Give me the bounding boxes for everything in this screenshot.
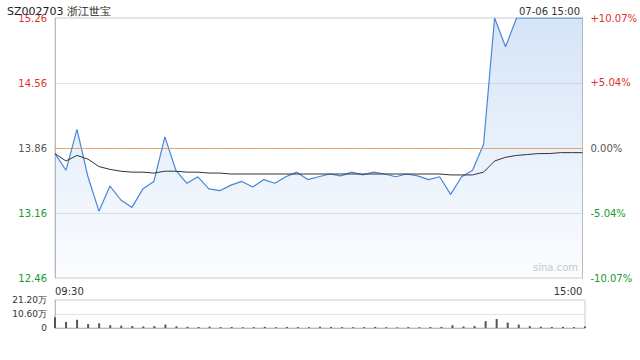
svg-text:14.56: 14.56 [18,78,47,89]
svg-text:+10.07%: +10.07% [590,13,637,24]
svg-text:13.16: 13.16 [18,208,47,219]
svg-text:13.86: 13.86 [18,143,47,154]
svg-text:07-06 15:00: 07-06 15:00 [519,6,580,17]
svg-text:-10.07%: -10.07% [590,273,632,284]
svg-text:10.60万: 10.60万 [12,309,47,319]
svg-text:09:30: 09:30 [55,286,84,297]
svg-text:15:00: 15:00 [554,286,583,297]
svg-text:21.20万: 21.20万 [12,295,47,305]
svg-text:15.26: 15.26 [18,12,47,24]
svg-text:+5.04%: +5.04% [590,77,630,88]
svg-text:12.46: 12.46 [18,273,47,284]
svg-text:SZ002703 浙江世宝: SZ002703 浙江世宝 [7,5,111,18]
svg-text:0.00%: 0.00% [590,143,622,154]
svg-text:0: 0 [41,323,47,333]
svg-text:-5.04%: -5.04% [590,208,625,219]
